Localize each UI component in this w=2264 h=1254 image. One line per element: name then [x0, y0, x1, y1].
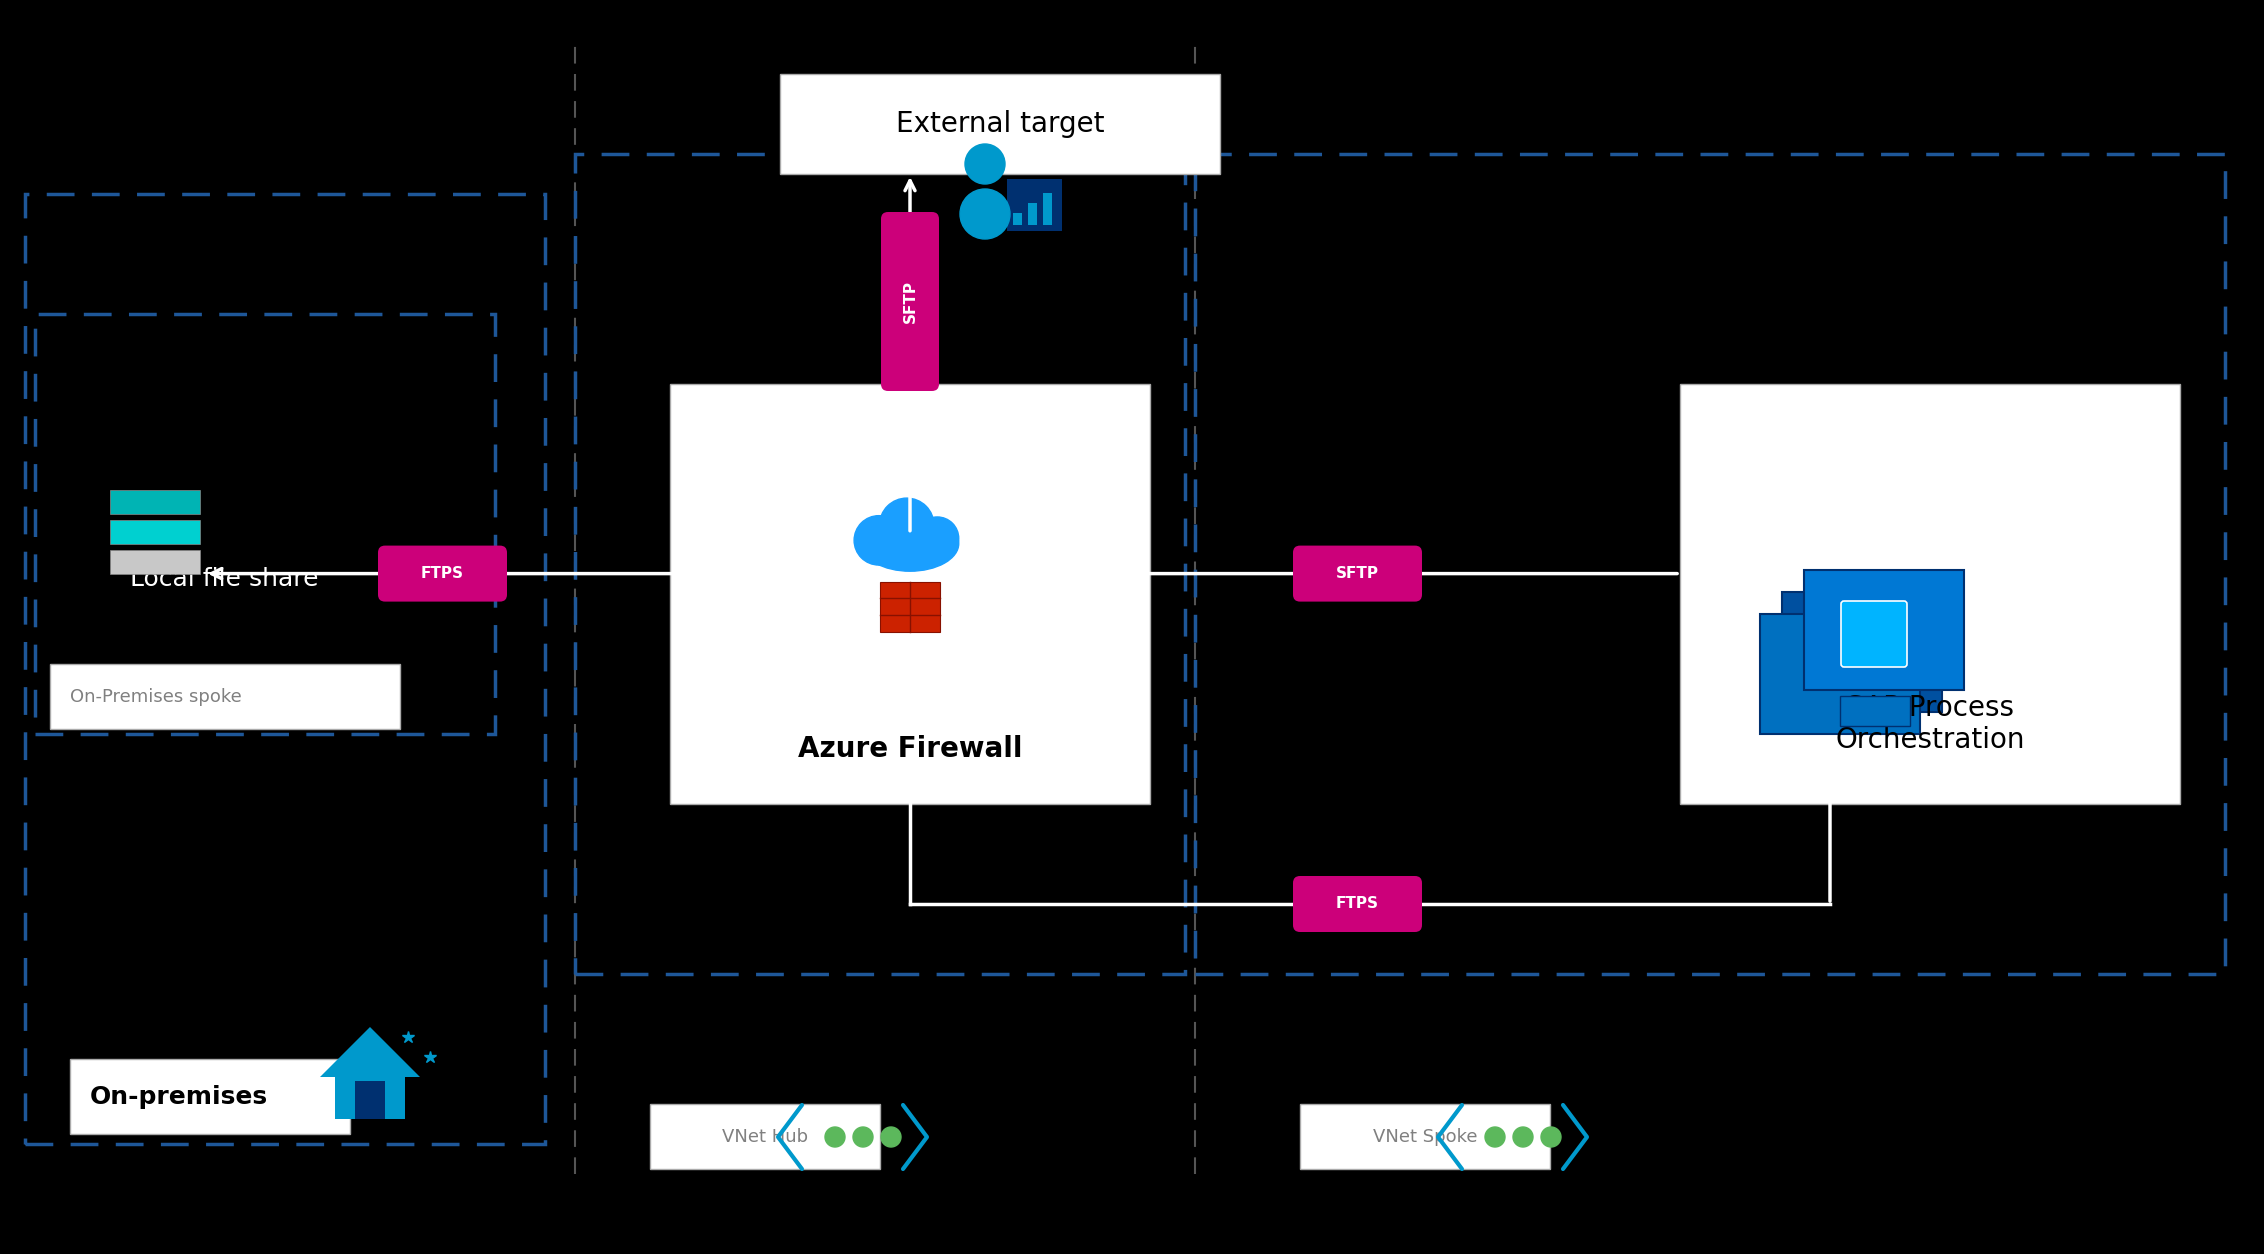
- Text: Azure Firewall: Azure Firewall: [797, 735, 1023, 762]
- Bar: [1012, 213, 1021, 224]
- Bar: [111, 520, 199, 544]
- Circle shape: [878, 498, 935, 553]
- Circle shape: [854, 1127, 874, 1147]
- FancyBboxPatch shape: [378, 545, 507, 602]
- Text: On-Premises spoke: On-Premises spoke: [70, 688, 242, 706]
- Text: VNet Hub: VNet Hub: [722, 1129, 808, 1146]
- Bar: [1759, 614, 1920, 734]
- Bar: [111, 490, 199, 514]
- Ellipse shape: [860, 515, 958, 572]
- Bar: [1782, 592, 1943, 712]
- Text: SFTP: SFTP: [903, 280, 917, 324]
- Circle shape: [824, 1127, 844, 1147]
- Text: External target: External target: [897, 110, 1105, 138]
- Bar: [1804, 571, 1963, 690]
- FancyBboxPatch shape: [881, 212, 940, 391]
- Bar: [111, 551, 199, 574]
- Bar: [1680, 384, 2180, 804]
- Text: FTPS: FTPS: [1336, 897, 1379, 912]
- Bar: [355, 1081, 385, 1119]
- Bar: [575, 154, 1184, 974]
- Circle shape: [1542, 1127, 1560, 1147]
- Bar: [1841, 696, 1911, 726]
- Text: FTPS: FTPS: [421, 566, 464, 581]
- Circle shape: [917, 517, 958, 559]
- Bar: [670, 384, 1150, 804]
- Bar: [881, 582, 940, 632]
- Circle shape: [1512, 1127, 1533, 1147]
- Circle shape: [1485, 1127, 1506, 1147]
- FancyBboxPatch shape: [1293, 877, 1422, 932]
- Polygon shape: [319, 1027, 421, 1119]
- Bar: [1028, 203, 1037, 224]
- Ellipse shape: [960, 189, 1010, 240]
- Circle shape: [854, 515, 903, 566]
- Bar: [650, 1104, 881, 1169]
- Text: VNet Spoke: VNet Spoke: [1372, 1129, 1476, 1146]
- Bar: [50, 665, 401, 729]
- Bar: [1804, 571, 1963, 690]
- FancyBboxPatch shape: [1293, 545, 1422, 602]
- FancyBboxPatch shape: [1841, 601, 1906, 667]
- Text: On-premises: On-premises: [91, 1085, 267, 1109]
- Circle shape: [964, 144, 1005, 184]
- Bar: [25, 194, 546, 1144]
- Text: SFTP: SFTP: [1336, 566, 1379, 581]
- Bar: [1044, 193, 1053, 224]
- Text: SAP Process
Orchestration: SAP Process Orchestration: [1836, 693, 2024, 754]
- Bar: [781, 74, 1220, 174]
- Bar: [1195, 154, 2226, 974]
- Bar: [1300, 1104, 1551, 1169]
- Bar: [70, 1058, 351, 1134]
- Circle shape: [881, 1127, 901, 1147]
- Text: Local file share: Local file share: [129, 567, 319, 591]
- Bar: [1007, 179, 1062, 231]
- Bar: [34, 314, 496, 734]
